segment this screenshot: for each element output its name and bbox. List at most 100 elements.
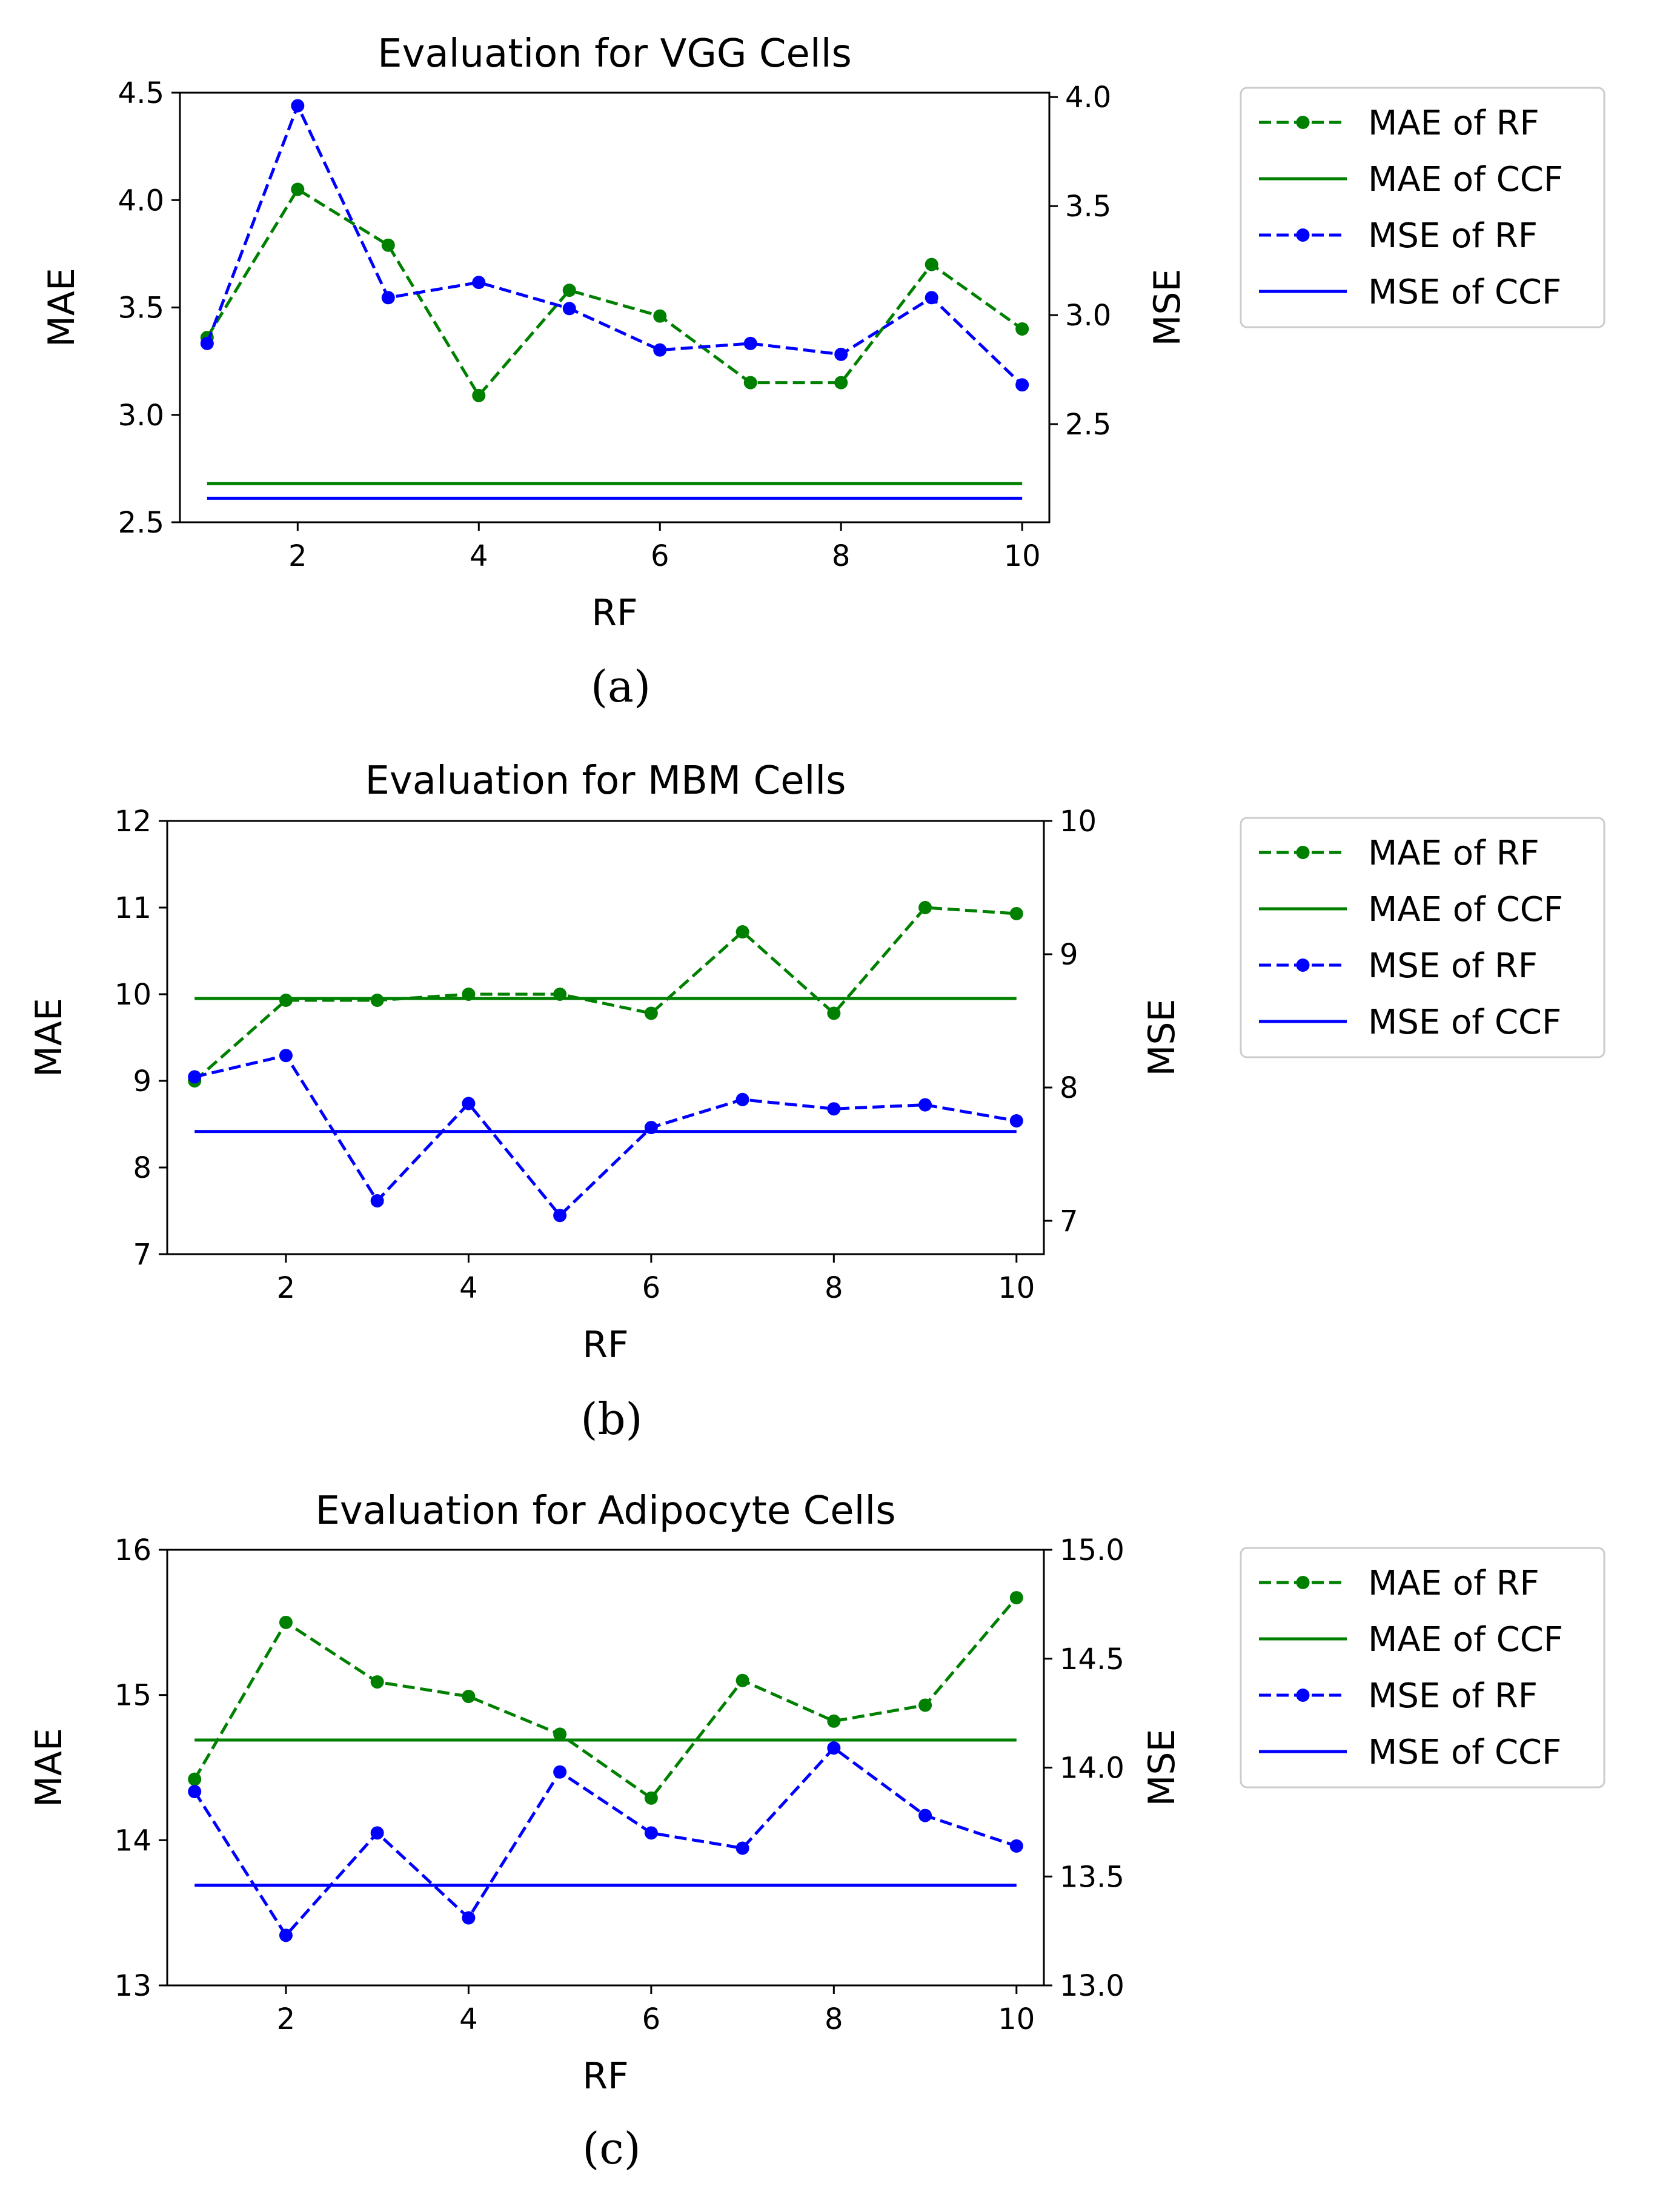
legend-swatch-marker — [1296, 1689, 1310, 1702]
y-left-tick-label: 10 — [115, 978, 151, 1012]
series-mae-of-rf-point — [472, 388, 486, 402]
series-mae-of-rf-point — [1009, 1591, 1023, 1605]
x-axis-label: RF — [582, 2055, 628, 2097]
x-tick-label: 10 — [998, 2002, 1035, 2036]
series-mse-of-rf-point — [653, 343, 667, 357]
figure-caption: (b) — [580, 1393, 642, 1444]
legend-entry-label: MAE of RF — [1368, 104, 1539, 143]
x-tick-label: 10 — [1004, 539, 1041, 573]
series-mae-of-rf-point — [381, 238, 395, 252]
series-mse-of-rf-point — [827, 1102, 841, 1116]
legend-swatch-marker — [1296, 1576, 1310, 1589]
series-mse-of-rf-point — [381, 291, 395, 305]
series-mse-of-rf-point — [370, 1194, 384, 1207]
x-tick-label: 4 — [459, 1271, 478, 1305]
series-mae-of-rf-point — [370, 1675, 384, 1689]
legend-entry-label: MAE of CCF — [1368, 160, 1563, 199]
series-mse-of-rf-point — [188, 1785, 202, 1799]
series-mae-of-rf-line — [193, 1596, 1018, 1801]
y-left-tick-label: 13 — [115, 1969, 151, 2003]
legend: MAE of RF MAE of CCF MSE of RF MSE of CCF — [1240, 817, 1606, 1058]
series-mse-of-rf-line — [194, 1054, 1017, 1218]
series-mse-of-rf-point — [743, 336, 757, 350]
x-tick-label: 6 — [651, 539, 669, 573]
plot-frame — [179, 91, 1051, 523]
y-right-tick-label: 15.0 — [1060, 1533, 1124, 1567]
series-mae-of-rf-point — [918, 901, 932, 914]
series-mse-of-rf-point — [291, 99, 305, 113]
series-mae-of-rf-point — [827, 1714, 841, 1728]
series-mse-of-rf-point — [736, 1841, 749, 1855]
series-mae-of-rf-point — [743, 376, 757, 390]
legend-swatch-marker — [1296, 846, 1310, 859]
series-mse-of-rf-point — [279, 1928, 293, 1942]
series-mse-of-rf-point — [562, 302, 576, 316]
series-mae-of-rf-point — [188, 1772, 202, 1786]
chart-panel-1: Evaluation for MBM Cells 2 4 6 8 10 7 8 9 10 11 12 7… — [28, 759, 1606, 1444]
x-tick-label: 2 — [288, 539, 307, 573]
series-mae-of-rf-point — [918, 1698, 932, 1712]
y-left-tick-label: 14 — [115, 1824, 151, 1858]
chart-panel-2: Evaluation for Adipocyte Cells 2 4 6 8 10 13 14… — [28, 1489, 1606, 2174]
x-tick-label: 10 — [998, 1271, 1035, 1305]
y-right-tick-label: 7 — [1060, 1204, 1078, 1238]
x-tick-label: 6 — [642, 2002, 661, 2036]
legend-frame — [1240, 1547, 1606, 1789]
series-mse-of-rf-point — [925, 291, 938, 305]
series-mae-of-rf-point — [1009, 907, 1023, 921]
figure-caption: (a) — [591, 661, 651, 712]
series-mae-of-rf-point — [370, 994, 384, 1008]
plot-frame — [166, 820, 1045, 1255]
y-right-tick-label: 4.0 — [1065, 81, 1111, 115]
series-mse-of-rf-point — [188, 1070, 202, 1084]
series-mse-of-rf-point — [834, 347, 848, 361]
series-mae-of-rf-point — [736, 925, 749, 939]
legend: MAE of RF MAE of CCF MSE of RF MSE of CCF — [1240, 87, 1606, 328]
y-left-axis-label: MAE — [28, 998, 70, 1077]
series-mae-of-rf-point — [644, 1006, 658, 1020]
series-mae-of-rf-point — [736, 1673, 749, 1687]
y-left-tick-label: 9 — [133, 1064, 151, 1098]
x-tick-label: 2 — [277, 1271, 296, 1305]
series-mae-of-rf-point — [644, 1791, 658, 1805]
y-left-axis-label: MAE — [41, 268, 83, 347]
series-mae-of-rf-point — [834, 376, 848, 390]
legend-entry-label: MSE of RF — [1368, 946, 1538, 986]
series-mae-of-rf-line — [205, 187, 1023, 399]
y-left-tick-label: 8 — [133, 1151, 151, 1185]
series-mae-of-rf-point — [291, 182, 305, 196]
legend-frame — [1240, 817, 1606, 1058]
y-left-tick-label: 4.5 — [118, 76, 164, 110]
series-mae-of-rf-point — [925, 257, 938, 271]
series-mae-of-rf-point — [1015, 322, 1029, 336]
legend-entry-label: MSE of CCF — [1368, 273, 1561, 312]
y-right-tick-label: 2.5 — [1065, 408, 1111, 442]
y-right-tick-label: 9 — [1060, 938, 1078, 972]
series-mse-of-rf-point — [736, 1092, 749, 1106]
x-tick-label: 8 — [825, 2002, 843, 2036]
series-mse-of-rf-point — [462, 1097, 476, 1111]
y-left-tick-label: 11 — [115, 891, 151, 925]
x-tick-label: 6 — [642, 1271, 661, 1305]
y-right-tick-label: 14.5 — [1060, 1642, 1124, 1676]
legend-entry-label: MAE of RF — [1368, 834, 1539, 873]
y-right-tick-label: 13.5 — [1060, 1860, 1124, 1894]
series-mae-of-rf-point — [827, 1006, 841, 1020]
y-left-axis-label: MAE — [28, 1728, 70, 1807]
series-mae-of-rf-line — [193, 906, 1017, 1082]
y-right-axis-label: MSE — [1141, 999, 1183, 1077]
legend-swatch-marker — [1296, 116, 1310, 129]
legend-entry-label: MAE of RF — [1368, 1564, 1539, 1603]
legend-frame — [1240, 87, 1606, 328]
chart-panel-0: Evaluation for VGG Cells 2 4 6 8 10 2.5 3.0 3.5 4… — [41, 32, 1606, 712]
x-tick-label: 4 — [459, 2002, 478, 2036]
y-left-tick-label: 4.0 — [118, 184, 164, 218]
x-tick-label: 2 — [277, 2002, 296, 2036]
legend-swatch-marker — [1296, 958, 1310, 972]
legend: MAE of RF MAE of CCF MSE of RF MSE of CCF — [1240, 1547, 1606, 1789]
x-axis-label: RF — [591, 592, 637, 634]
legend-swatch-marker — [1296, 228, 1310, 242]
y-left-tick-label: 16 — [115, 1533, 151, 1567]
series-mse-of-rf-point — [200, 336, 214, 350]
figure-caption: (c) — [582, 2123, 641, 2174]
